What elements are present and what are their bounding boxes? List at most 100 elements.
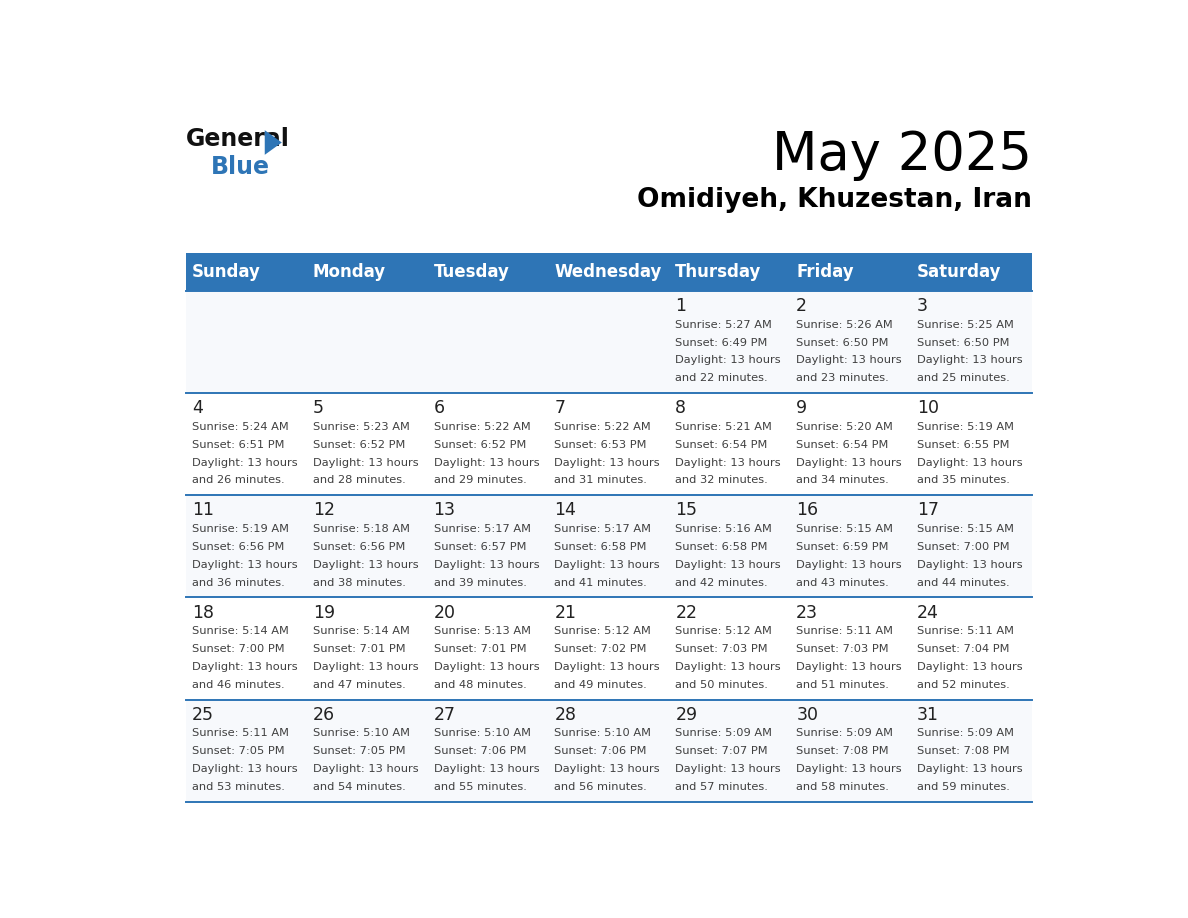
Text: 20: 20 (434, 603, 455, 621)
Text: 13: 13 (434, 501, 455, 520)
Text: Friday: Friday (796, 263, 854, 281)
Text: 29: 29 (675, 706, 697, 723)
Text: Sunset: 7:01 PM: Sunset: 7:01 PM (312, 644, 405, 654)
Text: Sunrise: 5:14 AM: Sunrise: 5:14 AM (191, 626, 289, 636)
Text: Sunrise: 5:17 AM: Sunrise: 5:17 AM (434, 524, 531, 534)
Text: and 51 minutes.: and 51 minutes. (796, 679, 889, 689)
Text: Sunrise: 5:11 AM: Sunrise: 5:11 AM (917, 626, 1015, 636)
Text: Sunrise: 5:10 AM: Sunrise: 5:10 AM (312, 728, 410, 738)
Text: Daylight: 13 hours: Daylight: 13 hours (796, 764, 902, 774)
Text: Sunset: 6:49 PM: Sunset: 6:49 PM (675, 338, 767, 348)
Text: Sunrise: 5:14 AM: Sunrise: 5:14 AM (312, 626, 410, 636)
Text: 14: 14 (555, 501, 576, 520)
Text: Daylight: 13 hours: Daylight: 13 hours (555, 764, 661, 774)
Text: 25: 25 (191, 706, 214, 723)
Text: 6: 6 (434, 399, 444, 418)
Text: Sunset: 6:54 PM: Sunset: 6:54 PM (796, 440, 889, 450)
Text: Sunset: 7:07 PM: Sunset: 7:07 PM (675, 746, 767, 756)
Text: Sunset: 6:57 PM: Sunset: 6:57 PM (434, 542, 526, 552)
Text: and 42 minutes.: and 42 minutes. (675, 577, 767, 588)
Bar (185, 252, 1032, 291)
Text: Daylight: 13 hours: Daylight: 13 hours (675, 764, 781, 774)
Text: Daylight: 13 hours: Daylight: 13 hours (191, 457, 297, 467)
Text: and 49 minutes.: and 49 minutes. (555, 679, 647, 689)
Text: and 47 minutes.: and 47 minutes. (312, 679, 405, 689)
Text: Sunset: 7:01 PM: Sunset: 7:01 PM (434, 644, 526, 654)
Text: 31: 31 (917, 706, 940, 723)
Text: Sunset: 6:51 PM: Sunset: 6:51 PM (191, 440, 284, 450)
Text: Thursday: Thursday (675, 263, 762, 281)
Text: 26: 26 (312, 706, 335, 723)
Polygon shape (265, 130, 282, 155)
Text: Daylight: 13 hours: Daylight: 13 hours (312, 764, 418, 774)
Text: Sunset: 7:03 PM: Sunset: 7:03 PM (675, 644, 767, 654)
Text: and 54 minutes.: and 54 minutes. (312, 782, 405, 791)
Text: Sunset: 7:06 PM: Sunset: 7:06 PM (434, 746, 526, 756)
Text: 21: 21 (555, 603, 576, 621)
Text: Daylight: 13 hours: Daylight: 13 hours (917, 662, 1023, 672)
Text: Blue: Blue (210, 155, 270, 179)
Text: 22: 22 (675, 603, 697, 621)
Text: and 22 minutes.: and 22 minutes. (675, 374, 767, 384)
Text: Sunrise: 5:22 AM: Sunrise: 5:22 AM (434, 421, 530, 431)
Text: Daylight: 13 hours: Daylight: 13 hours (917, 560, 1023, 570)
Text: 9: 9 (796, 399, 808, 418)
Text: Sunset: 7:08 PM: Sunset: 7:08 PM (796, 746, 889, 756)
Text: Sunrise: 5:10 AM: Sunrise: 5:10 AM (555, 728, 651, 738)
Text: and 31 minutes.: and 31 minutes. (555, 476, 647, 486)
Text: and 43 minutes.: and 43 minutes. (796, 577, 889, 588)
Text: Sunset: 7:03 PM: Sunset: 7:03 PM (796, 644, 889, 654)
Text: and 44 minutes.: and 44 minutes. (917, 577, 1010, 588)
Text: Daylight: 13 hours: Daylight: 13 hours (796, 355, 902, 365)
Text: Sunset: 6:56 PM: Sunset: 6:56 PM (312, 542, 405, 552)
Text: Daylight: 13 hours: Daylight: 13 hours (675, 560, 781, 570)
Text: 5: 5 (312, 399, 323, 418)
Text: 7: 7 (555, 399, 565, 418)
Text: and 55 minutes.: and 55 minutes. (434, 782, 526, 791)
Text: 27: 27 (434, 706, 455, 723)
Text: Sunrise: 5:25 AM: Sunrise: 5:25 AM (917, 319, 1015, 330)
Text: Sunset: 7:05 PM: Sunset: 7:05 PM (312, 746, 405, 756)
Bar (185, 291, 1032, 393)
Text: and 50 minutes.: and 50 minutes. (675, 679, 769, 689)
Text: Daylight: 13 hours: Daylight: 13 hours (796, 560, 902, 570)
Text: 18: 18 (191, 603, 214, 621)
Text: 12: 12 (312, 501, 335, 520)
Text: Sunrise: 5:11 AM: Sunrise: 5:11 AM (796, 626, 893, 636)
Bar (185, 393, 1032, 496)
Text: Sunrise: 5:20 AM: Sunrise: 5:20 AM (796, 421, 893, 431)
Text: Sunset: 7:08 PM: Sunset: 7:08 PM (917, 746, 1010, 756)
Text: Saturday: Saturday (917, 263, 1001, 281)
Text: 11: 11 (191, 501, 214, 520)
Text: 24: 24 (917, 603, 939, 621)
Text: Sunrise: 5:15 AM: Sunrise: 5:15 AM (796, 524, 893, 534)
Text: Sunrise: 5:26 AM: Sunrise: 5:26 AM (796, 319, 893, 330)
Text: 2: 2 (796, 297, 807, 315)
Text: 8: 8 (675, 399, 687, 418)
Text: Sunset: 6:54 PM: Sunset: 6:54 PM (675, 440, 767, 450)
Text: Daylight: 13 hours: Daylight: 13 hours (312, 560, 418, 570)
Text: Daylight: 13 hours: Daylight: 13 hours (191, 764, 297, 774)
Text: and 23 minutes.: and 23 minutes. (796, 374, 889, 384)
Text: Sunrise: 5:09 AM: Sunrise: 5:09 AM (917, 728, 1015, 738)
Text: Sunrise: 5:13 AM: Sunrise: 5:13 AM (434, 626, 531, 636)
Text: Sunrise: 5:16 AM: Sunrise: 5:16 AM (675, 524, 772, 534)
Text: Sunset: 7:02 PM: Sunset: 7:02 PM (555, 644, 647, 654)
Text: Sunrise: 5:22 AM: Sunrise: 5:22 AM (555, 421, 651, 431)
Text: and 35 minutes.: and 35 minutes. (917, 476, 1010, 486)
Text: Sunset: 6:58 PM: Sunset: 6:58 PM (555, 542, 647, 552)
Text: Daylight: 13 hours: Daylight: 13 hours (191, 662, 297, 672)
Text: Sunrise: 5:12 AM: Sunrise: 5:12 AM (675, 626, 772, 636)
Text: Sunset: 7:06 PM: Sunset: 7:06 PM (555, 746, 647, 756)
Text: Wednesday: Wednesday (555, 263, 662, 281)
Text: Sunset: 6:50 PM: Sunset: 6:50 PM (796, 338, 889, 348)
Text: Daylight: 13 hours: Daylight: 13 hours (675, 355, 781, 365)
Text: Sunrise: 5:15 AM: Sunrise: 5:15 AM (917, 524, 1015, 534)
Text: Sunset: 6:56 PM: Sunset: 6:56 PM (191, 542, 284, 552)
Text: Sunset: 6:52 PM: Sunset: 6:52 PM (434, 440, 526, 450)
Text: and 25 minutes.: and 25 minutes. (917, 374, 1010, 384)
Text: Daylight: 13 hours: Daylight: 13 hours (555, 457, 661, 467)
Text: 10: 10 (917, 399, 940, 418)
Text: and 59 minutes.: and 59 minutes. (917, 782, 1010, 791)
Text: Sunrise: 5:09 AM: Sunrise: 5:09 AM (675, 728, 772, 738)
